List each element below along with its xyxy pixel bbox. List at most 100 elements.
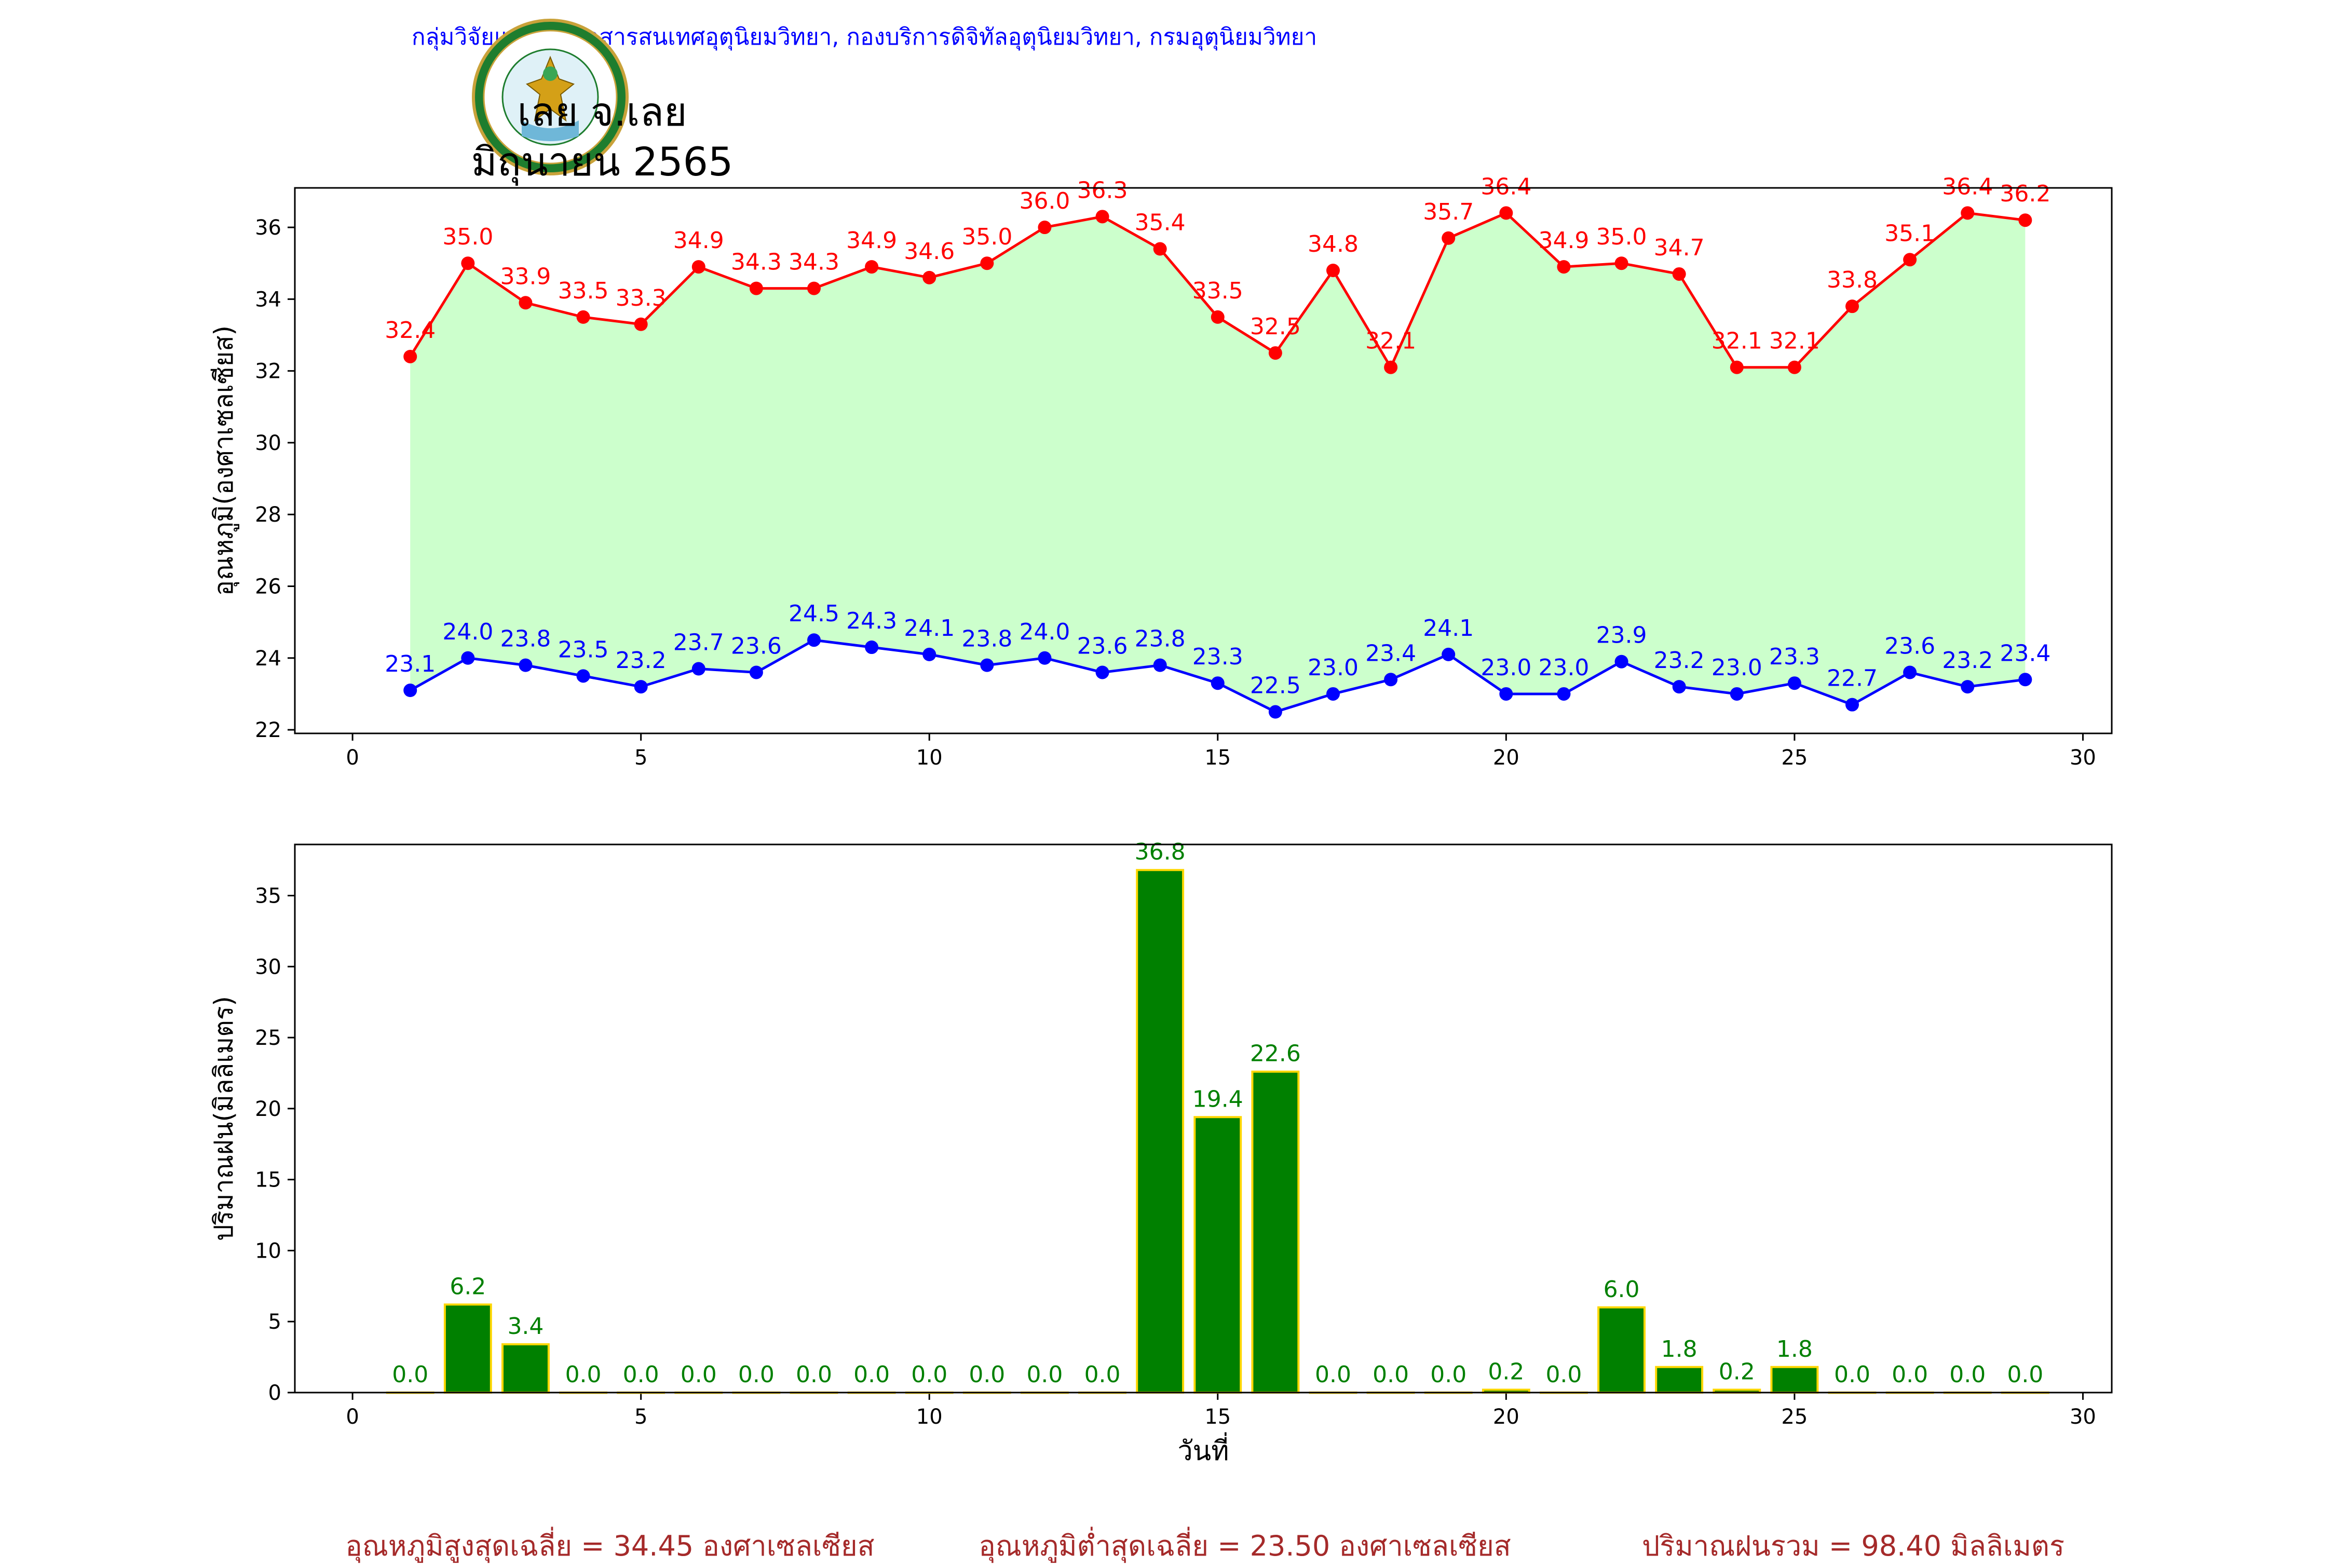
- x-tick-label: 30: [2070, 746, 2096, 770]
- max-temp-data-label: 32.4: [385, 317, 436, 344]
- rain-plot-frame: [294, 843, 2113, 1394]
- max-temp-point: [1614, 256, 1628, 270]
- y-axis-label: อุณหภูมิ(องศาเซลเซียส): [209, 325, 239, 596]
- max-temp-data-label: 32.5: [1250, 313, 1301, 340]
- min-temp-point: [1268, 705, 1282, 719]
- rain-data-label: 19.4: [1192, 1086, 1243, 1112]
- rain-data-label: 0.0: [1084, 1361, 1121, 1388]
- max-temp-point: [576, 310, 590, 324]
- rain-bar: [1655, 1366, 1704, 1394]
- y-tick-label: 35: [255, 884, 281, 908]
- max-temp-data-label: 32.1: [1769, 328, 1820, 354]
- x-tick-label: 20: [1493, 1405, 1519, 1429]
- max-temp-point: [1845, 299, 1859, 313]
- max-temp-point: [403, 349, 417, 363]
- x-tick-label: 25: [1781, 1405, 1808, 1429]
- max-temp-point: [980, 256, 994, 270]
- rain-data-label: 36.8: [1135, 839, 1186, 865]
- y-tick-label: 30: [255, 955, 281, 979]
- y-tick-label: 25: [255, 1026, 281, 1050]
- max-temp-data-label: 36.0: [1019, 188, 1070, 214]
- max-temp-data-label: 35.0: [961, 224, 1012, 250]
- min-temp-point: [1153, 658, 1167, 672]
- x-tick-label: 15: [1204, 1405, 1231, 1429]
- min-temp-data-label: 23.2: [616, 647, 667, 674]
- min-temp-point: [980, 658, 994, 672]
- min-temp-point: [1730, 687, 1744, 701]
- max-temp-point: [1268, 346, 1282, 360]
- min-temp-point: [1211, 676, 1225, 690]
- footer-min-avg: อุณหภูมิต่ำสุดเฉลี่ย = 23.50 องศาเซลเซีย…: [979, 1530, 1511, 1562]
- min-temp-data-label: 23.4: [2000, 640, 2050, 666]
- min-temp-data-label: 23.9: [1596, 622, 1647, 649]
- x-tick-label: 0: [346, 746, 359, 770]
- min-temp-point: [1614, 655, 1628, 669]
- temp-plot-frame: [294, 187, 2113, 734]
- y-tick-label: 24: [255, 647, 281, 671]
- x-tick-label: 20: [1493, 746, 1519, 770]
- min-temp-point: [1903, 665, 1917, 679]
- meteorological-department-logo: กรมอุตุนิยมวิทยา METEOROLOGICAL DEPARTME…: [472, 19, 629, 175]
- max-temp-point: [1730, 360, 1744, 374]
- rain-data-label: 0.0: [1545, 1361, 1582, 1388]
- min-temp-point: [576, 669, 590, 683]
- x-tick-label: 10: [916, 1405, 943, 1429]
- min-temp-data-label: 24.1: [904, 615, 955, 642]
- max-temp-point: [461, 256, 475, 270]
- footer-max-avg: อุณหภูมิสูงสุดเฉลี่ย = 34.45 องศาเซลเซีย…: [345, 1530, 875, 1562]
- min-temp-point: [749, 665, 763, 679]
- min-temp-point: [461, 651, 475, 665]
- min-temp-point: [1787, 676, 1801, 690]
- rain-data-label: 0.0: [392, 1361, 428, 1388]
- max-temp-data-label: 32.1: [1712, 328, 1762, 354]
- rain-data-label: 6.0: [1604, 1276, 1640, 1303]
- y-tick-label: 10: [255, 1239, 281, 1263]
- rain-data-label: 0.2: [1488, 1359, 1524, 1385]
- min-temp-point: [1961, 680, 1975, 694]
- x-tick-label: 0: [346, 1405, 359, 1429]
- footer-rain-total: ปริมาณฝนรวม = 98.40 มิลลิเมตร: [1641, 1530, 2065, 1562]
- rain-data-label: 0.0: [681, 1361, 717, 1388]
- rain-data-label: 0.0: [1949, 1361, 1986, 1388]
- rain-bar: [501, 1343, 550, 1394]
- min-temp-data-label: 23.6: [1077, 633, 1128, 659]
- max-temp-data-label: 34.8: [1308, 231, 1359, 257]
- rain-data-label: 0.2: [1719, 1359, 1755, 1385]
- max-temp-point: [691, 260, 705, 274]
- max-temp-data-label: 36.2: [2000, 181, 2050, 207]
- rain-data-label: 0.0: [623, 1361, 659, 1388]
- max-temp-data-label: 35.1: [1884, 220, 1935, 247]
- min-temp-point: [403, 684, 417, 698]
- min-temp-data-label: 24.3: [846, 608, 897, 634]
- max-temp-point: [1038, 221, 1052, 235]
- min-temp-data-label: 23.7: [673, 630, 724, 656]
- max-temp-point: [1672, 267, 1686, 281]
- min-temp-data-label: 23.3: [1192, 644, 1243, 670]
- rain-data-label: 0.0: [853, 1361, 890, 1388]
- max-temp-data-label: 33.5: [1192, 278, 1243, 304]
- min-temp-data-label: 23.2: [1942, 647, 1993, 674]
- max-temp-data-label: 35.0: [1596, 224, 1647, 250]
- min-temp-point: [2018, 673, 2032, 687]
- x-tick-label: 5: [634, 1405, 647, 1429]
- chart-title-line1: เลย จ.เลย: [517, 89, 687, 135]
- rain-data-label: 0.0: [1026, 1361, 1063, 1388]
- min-temp-point: [1326, 687, 1340, 701]
- y-tick-label: 36: [255, 216, 281, 240]
- max-temp-point: [1442, 231, 1456, 245]
- min-temp-data-label: 23.0: [1481, 655, 1531, 681]
- max-temp-point: [634, 317, 648, 331]
- min-temp-data-label: 23.8: [961, 626, 1012, 652]
- max-temp-data-label: 34.6: [904, 238, 955, 265]
- min-temp-data-label: 24.0: [1019, 619, 1070, 645]
- max-temp-data-label: 33.9: [500, 263, 551, 290]
- rain-data-label: 0.0: [911, 1361, 947, 1388]
- min-temp-data-label: 23.6: [1884, 633, 1935, 659]
- temp-range-fill: [410, 213, 2026, 712]
- rain-data-label: 22.6: [1250, 1041, 1301, 1067]
- min-temp-data-label: 23.1: [385, 651, 436, 677]
- y-axis-label: ปริมาณฝน(มิลลิเมตร): [209, 996, 239, 1241]
- max-temp-point: [2018, 213, 2032, 227]
- y-tick-label: 5: [268, 1310, 281, 1334]
- y-tick-label: 32: [255, 360, 281, 384]
